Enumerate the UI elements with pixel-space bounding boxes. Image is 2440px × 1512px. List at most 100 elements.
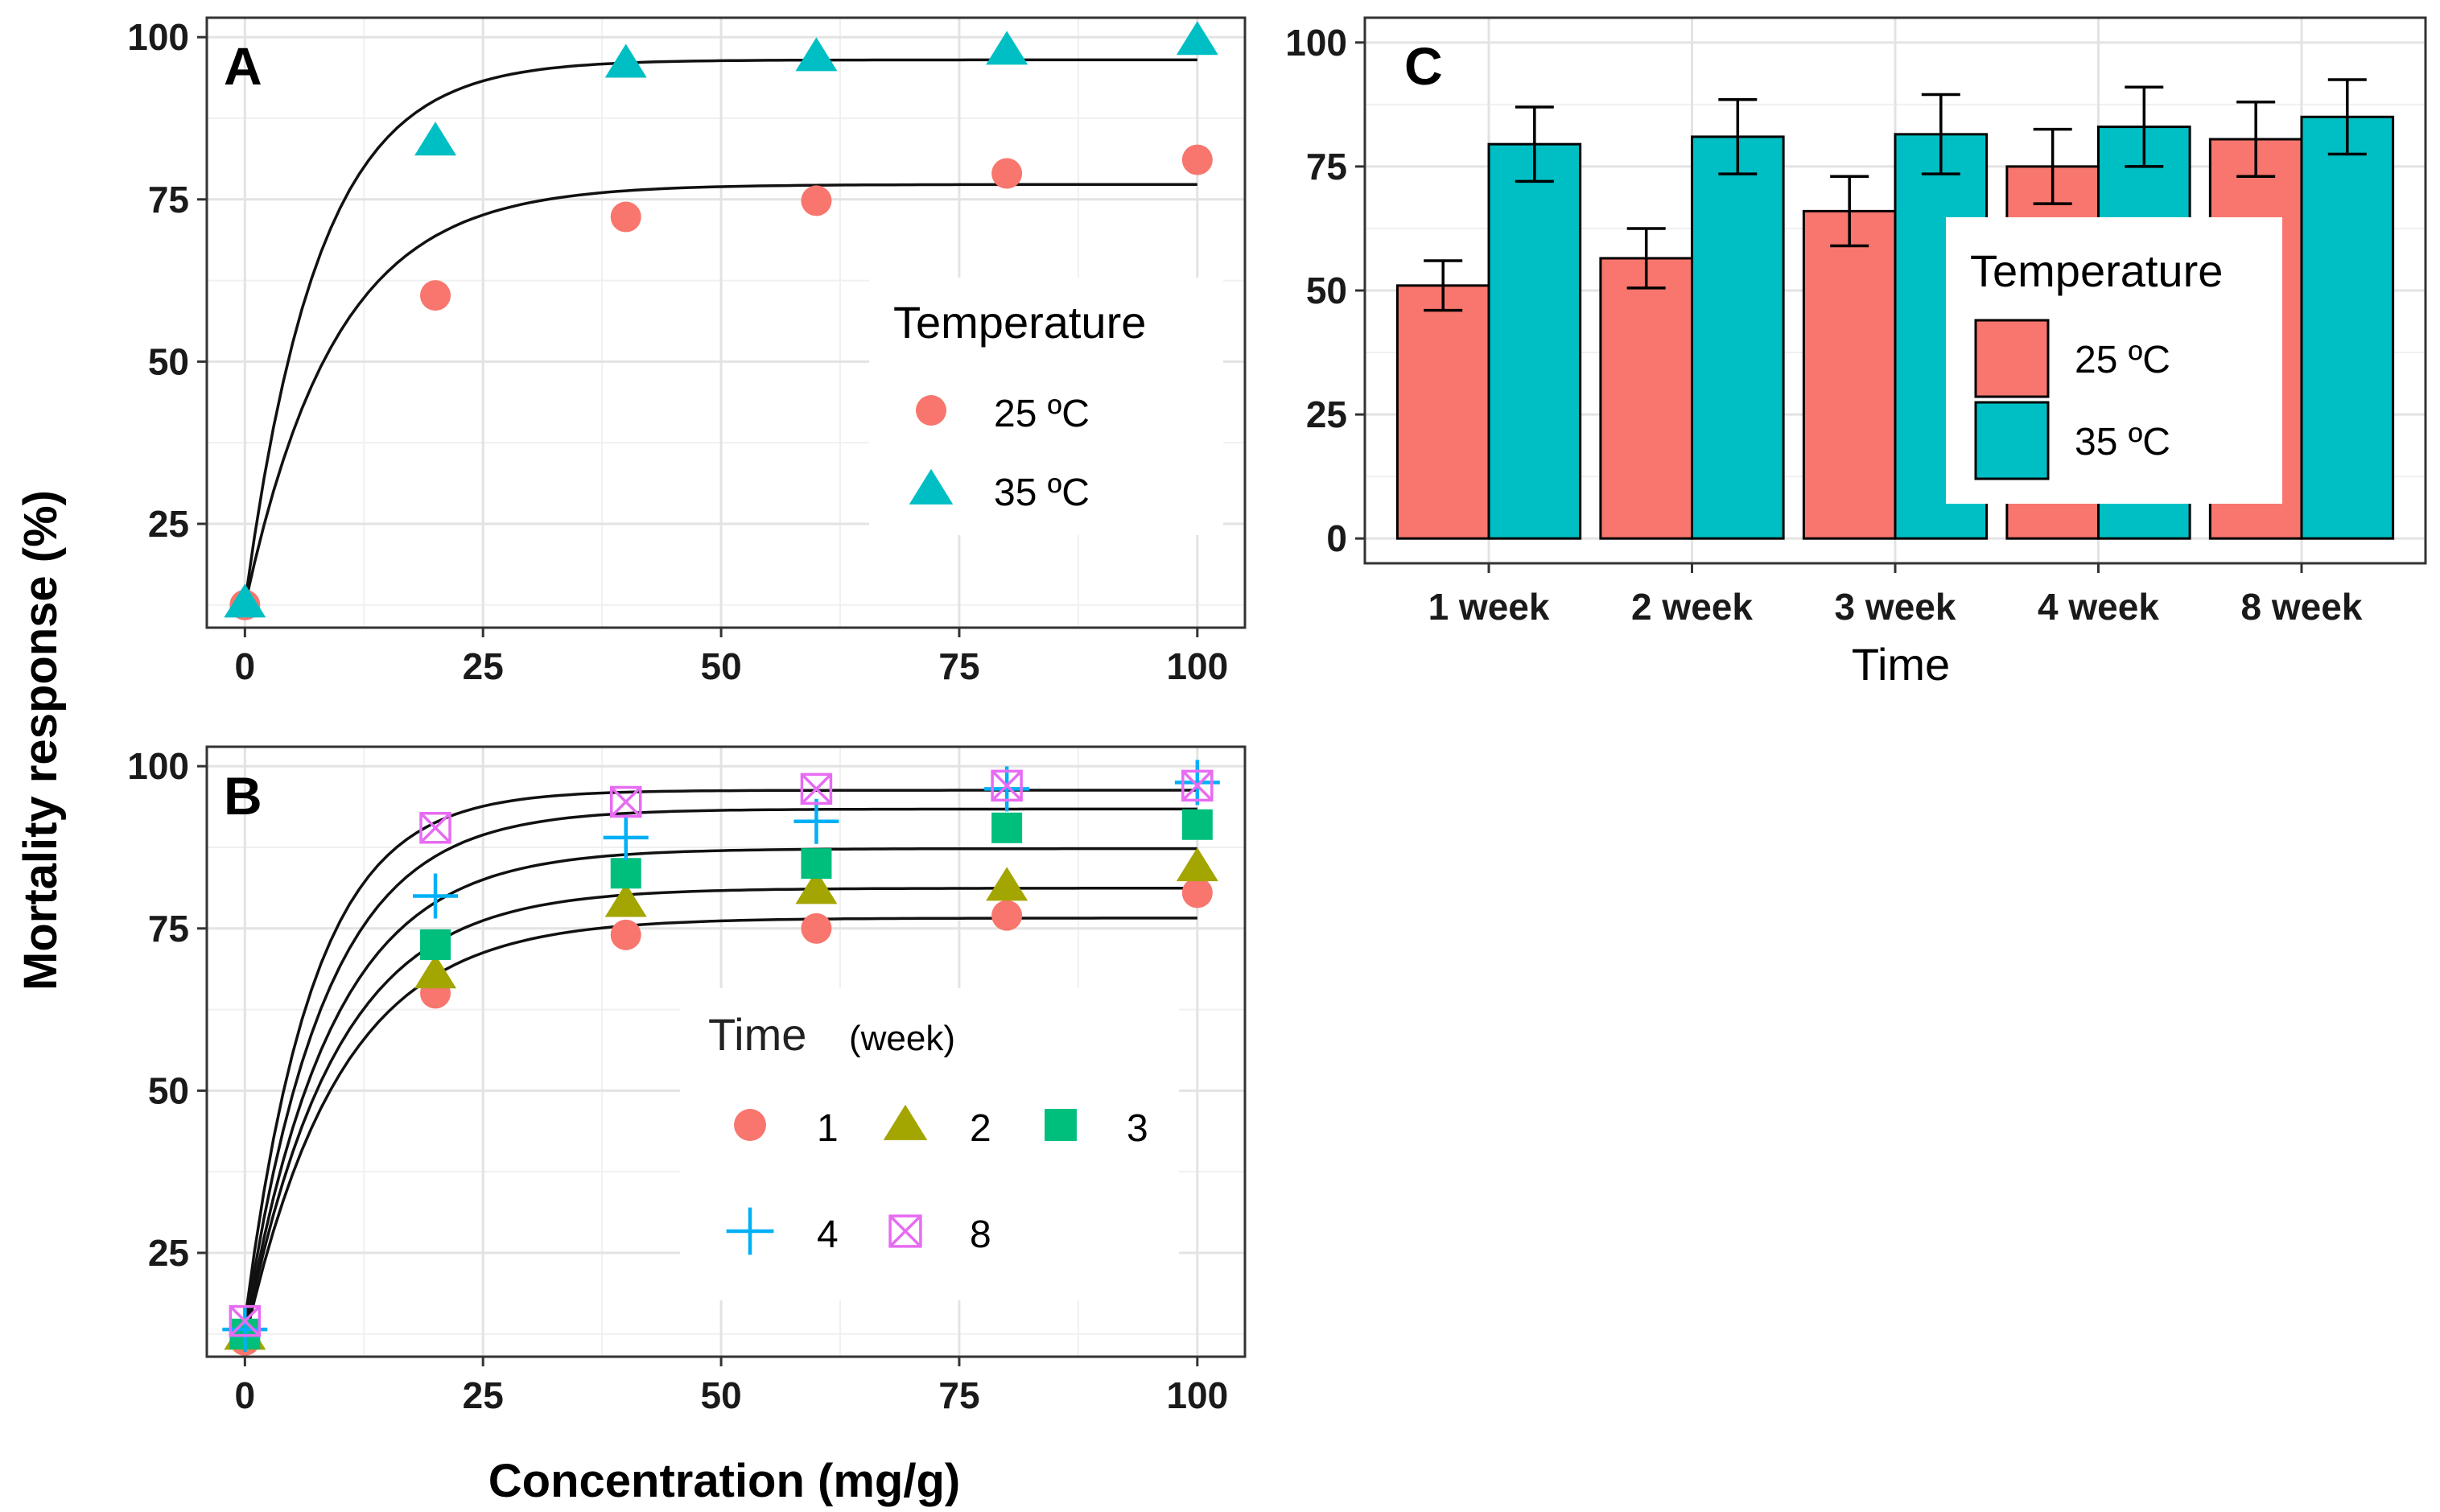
error-bar-1-2 [1921, 93, 1960, 175]
fit-curve-25C-0 [243, 183, 1197, 606]
bar-1-1 [1691, 135, 1785, 540]
y-tick-label-4: 100 [1285, 22, 1347, 64]
panel-b-legend-title: Time [708, 1009, 806, 1060]
x-tick-label-3: 75 [938, 1374, 979, 1416]
error-bar-1-3 [2125, 85, 2164, 168]
point-series4-3 [800, 772, 833, 805]
error-bar-0-4 [2236, 101, 2276, 178]
error-bar-0-3 [2033, 127, 2072, 205]
x-tick-label-4: 100 [1166, 645, 1228, 687]
point-series3-1 [413, 873, 459, 919]
panel-c-legend-label-25: 25 ºC [2075, 339, 2170, 381]
x-tick-label-0: 0 [235, 1374, 256, 1416]
error-bar-0-1 [1626, 227, 1666, 290]
panel-c-legend-key-35 [1974, 401, 2050, 480]
x-tick-label-1: 2 week [1631, 586, 1753, 628]
point-series0-3 [801, 913, 832, 944]
bar-1-4 [2300, 115, 2395, 540]
panel-b-x-ticks: 0 25 50 75 100 [235, 1357, 1228, 1416]
panel-c-legend-label-35: 35 ºC [2075, 421, 2170, 463]
x-tick-label-1: 25 [463, 645, 504, 687]
point-series0-4 [991, 900, 1023, 931]
legend-key-25 [916, 395, 946, 426]
panel-b-legend-label-4: 4 [817, 1213, 839, 1256]
panel-b-legend-subtitle: (week) [849, 1019, 955, 1058]
x-tick-label-3: 4 week [2038, 586, 2159, 628]
panel-b-fit-curves [243, 789, 1197, 1341]
y-tick-label-0: 25 [148, 503, 189, 545]
panel-c-y-ticks: 0 25 50 75 100 [1285, 22, 1365, 559]
panel-b-legend-label-3: 3 [1127, 1107, 1148, 1150]
panel-a: 0 25 50 75 100 25 50 75 100 A Temperature 25 ºC… [127, 16, 1247, 687]
panel-a-legend-label-25: 25 ºC [994, 393, 1090, 435]
panel-b: 0 25 50 75 100 25 50 75 100 B Time (week) 1 2 3… [127, 745, 1247, 1416]
panel-c-x-axis-title: Time [1852, 639, 1950, 690]
x-tick-label-3: 75 [938, 645, 979, 687]
legend-key-week-8 [888, 1214, 922, 1248]
y-tick-label-3: 100 [127, 745, 189, 787]
point-series3-2 [603, 814, 649, 860]
panel-c-legend: Temperature 25 ºC 35 ºC [1946, 217, 2282, 504]
point-series1-1 [414, 122, 457, 156]
x-tick-label-0: 0 [235, 645, 256, 687]
y-tick-label-2: 75 [148, 179, 189, 220]
x-tick-label-0: 1 week [1428, 586, 1550, 628]
fit-curve-2-1 [243, 887, 1197, 1336]
y-tick-label-0: 25 [148, 1232, 189, 1274]
point-series4-1 [419, 812, 451, 844]
panel-a-y-ticks: 25 50 75 100 [127, 16, 207, 545]
panel-b-legend: Time (week) 1 2 3 4 8 [680, 988, 1179, 1300]
panel-b-legend-label-8: 8 [970, 1213, 991, 1256]
panel-b-legend-keys [726, 1104, 1077, 1255]
fit-curve-1-0 [243, 917, 1197, 1341]
point-series0-4 [991, 158, 1023, 189]
point-series1-5 [1176, 847, 1218, 882]
panel-b-border [205, 745, 1247, 1358]
y-axis-title: Mortality response (%) [14, 490, 67, 991]
point-series1-0 [224, 583, 266, 618]
panel-c-x-ticks: 1 week 2 week 3 week 4 week 8 week [1428, 563, 2363, 628]
y-tick-label-1: 25 [1306, 393, 1347, 435]
x-tick-label-2: 50 [700, 1374, 741, 1416]
panel-b-letter: B [224, 766, 262, 826]
point-series0-5 [1181, 877, 1213, 908]
point-series2-1 [420, 929, 451, 960]
panel-b-y-ticks: 25 50 75 100 [127, 745, 207, 1274]
panel-a-legend: Temperature 25 ºC 35 ºC [869, 278, 1223, 535]
panel-c-legend-key-25 [1974, 319, 2050, 398]
point-series1-3 [795, 37, 838, 72]
point-series4-4 [991, 769, 1023, 802]
panel-a-legend-keys [909, 395, 954, 505]
legend-key-week-2 [883, 1104, 928, 1140]
bar-0-0 [1395, 284, 1490, 540]
error-bar-1-1 [1718, 97, 1758, 175]
point-series0-1 [420, 280, 451, 311]
panel-a-border [205, 16, 1247, 629]
bar-1-0 [1487, 142, 1582, 540]
panel-b-points [222, 760, 1220, 1356]
point-series2-2 [610, 858, 641, 889]
point-series1-4 [986, 31, 1028, 65]
x-tick-label-4: 100 [1166, 1374, 1228, 1416]
point-series1-2 [604, 883, 647, 917]
x-tick-label-2: 3 week [1835, 586, 1956, 628]
point-series3-3 [793, 798, 839, 844]
x-tick-label-2: 50 [700, 645, 741, 687]
y-tick-label-1: 50 [148, 340, 189, 382]
error-bar-0-0 [1424, 259, 1463, 312]
y-tick-label-3: 100 [127, 16, 189, 58]
x-axis-title: Concentration (mg/g) [488, 1455, 960, 1507]
point-series0-2 [610, 201, 641, 233]
point-series1-5 [1176, 21, 1218, 56]
point-series2-5 [1181, 809, 1213, 840]
panel-a-x-ticks: 0 25 50 75 100 [235, 628, 1228, 687]
point-series1-4 [986, 867, 1028, 901]
panel-a-fit-curves [243, 58, 1197, 606]
point-series4-0 [229, 1304, 262, 1337]
point-series4-2 [609, 785, 642, 818]
y-tick-label-1: 50 [148, 1069, 189, 1111]
point-series2-3 [801, 848, 832, 880]
panel-a-grid [207, 18, 1245, 628]
fit-curve-4-3 [243, 807, 1197, 1330]
panel-b-legend-label-1: 1 [817, 1107, 839, 1150]
